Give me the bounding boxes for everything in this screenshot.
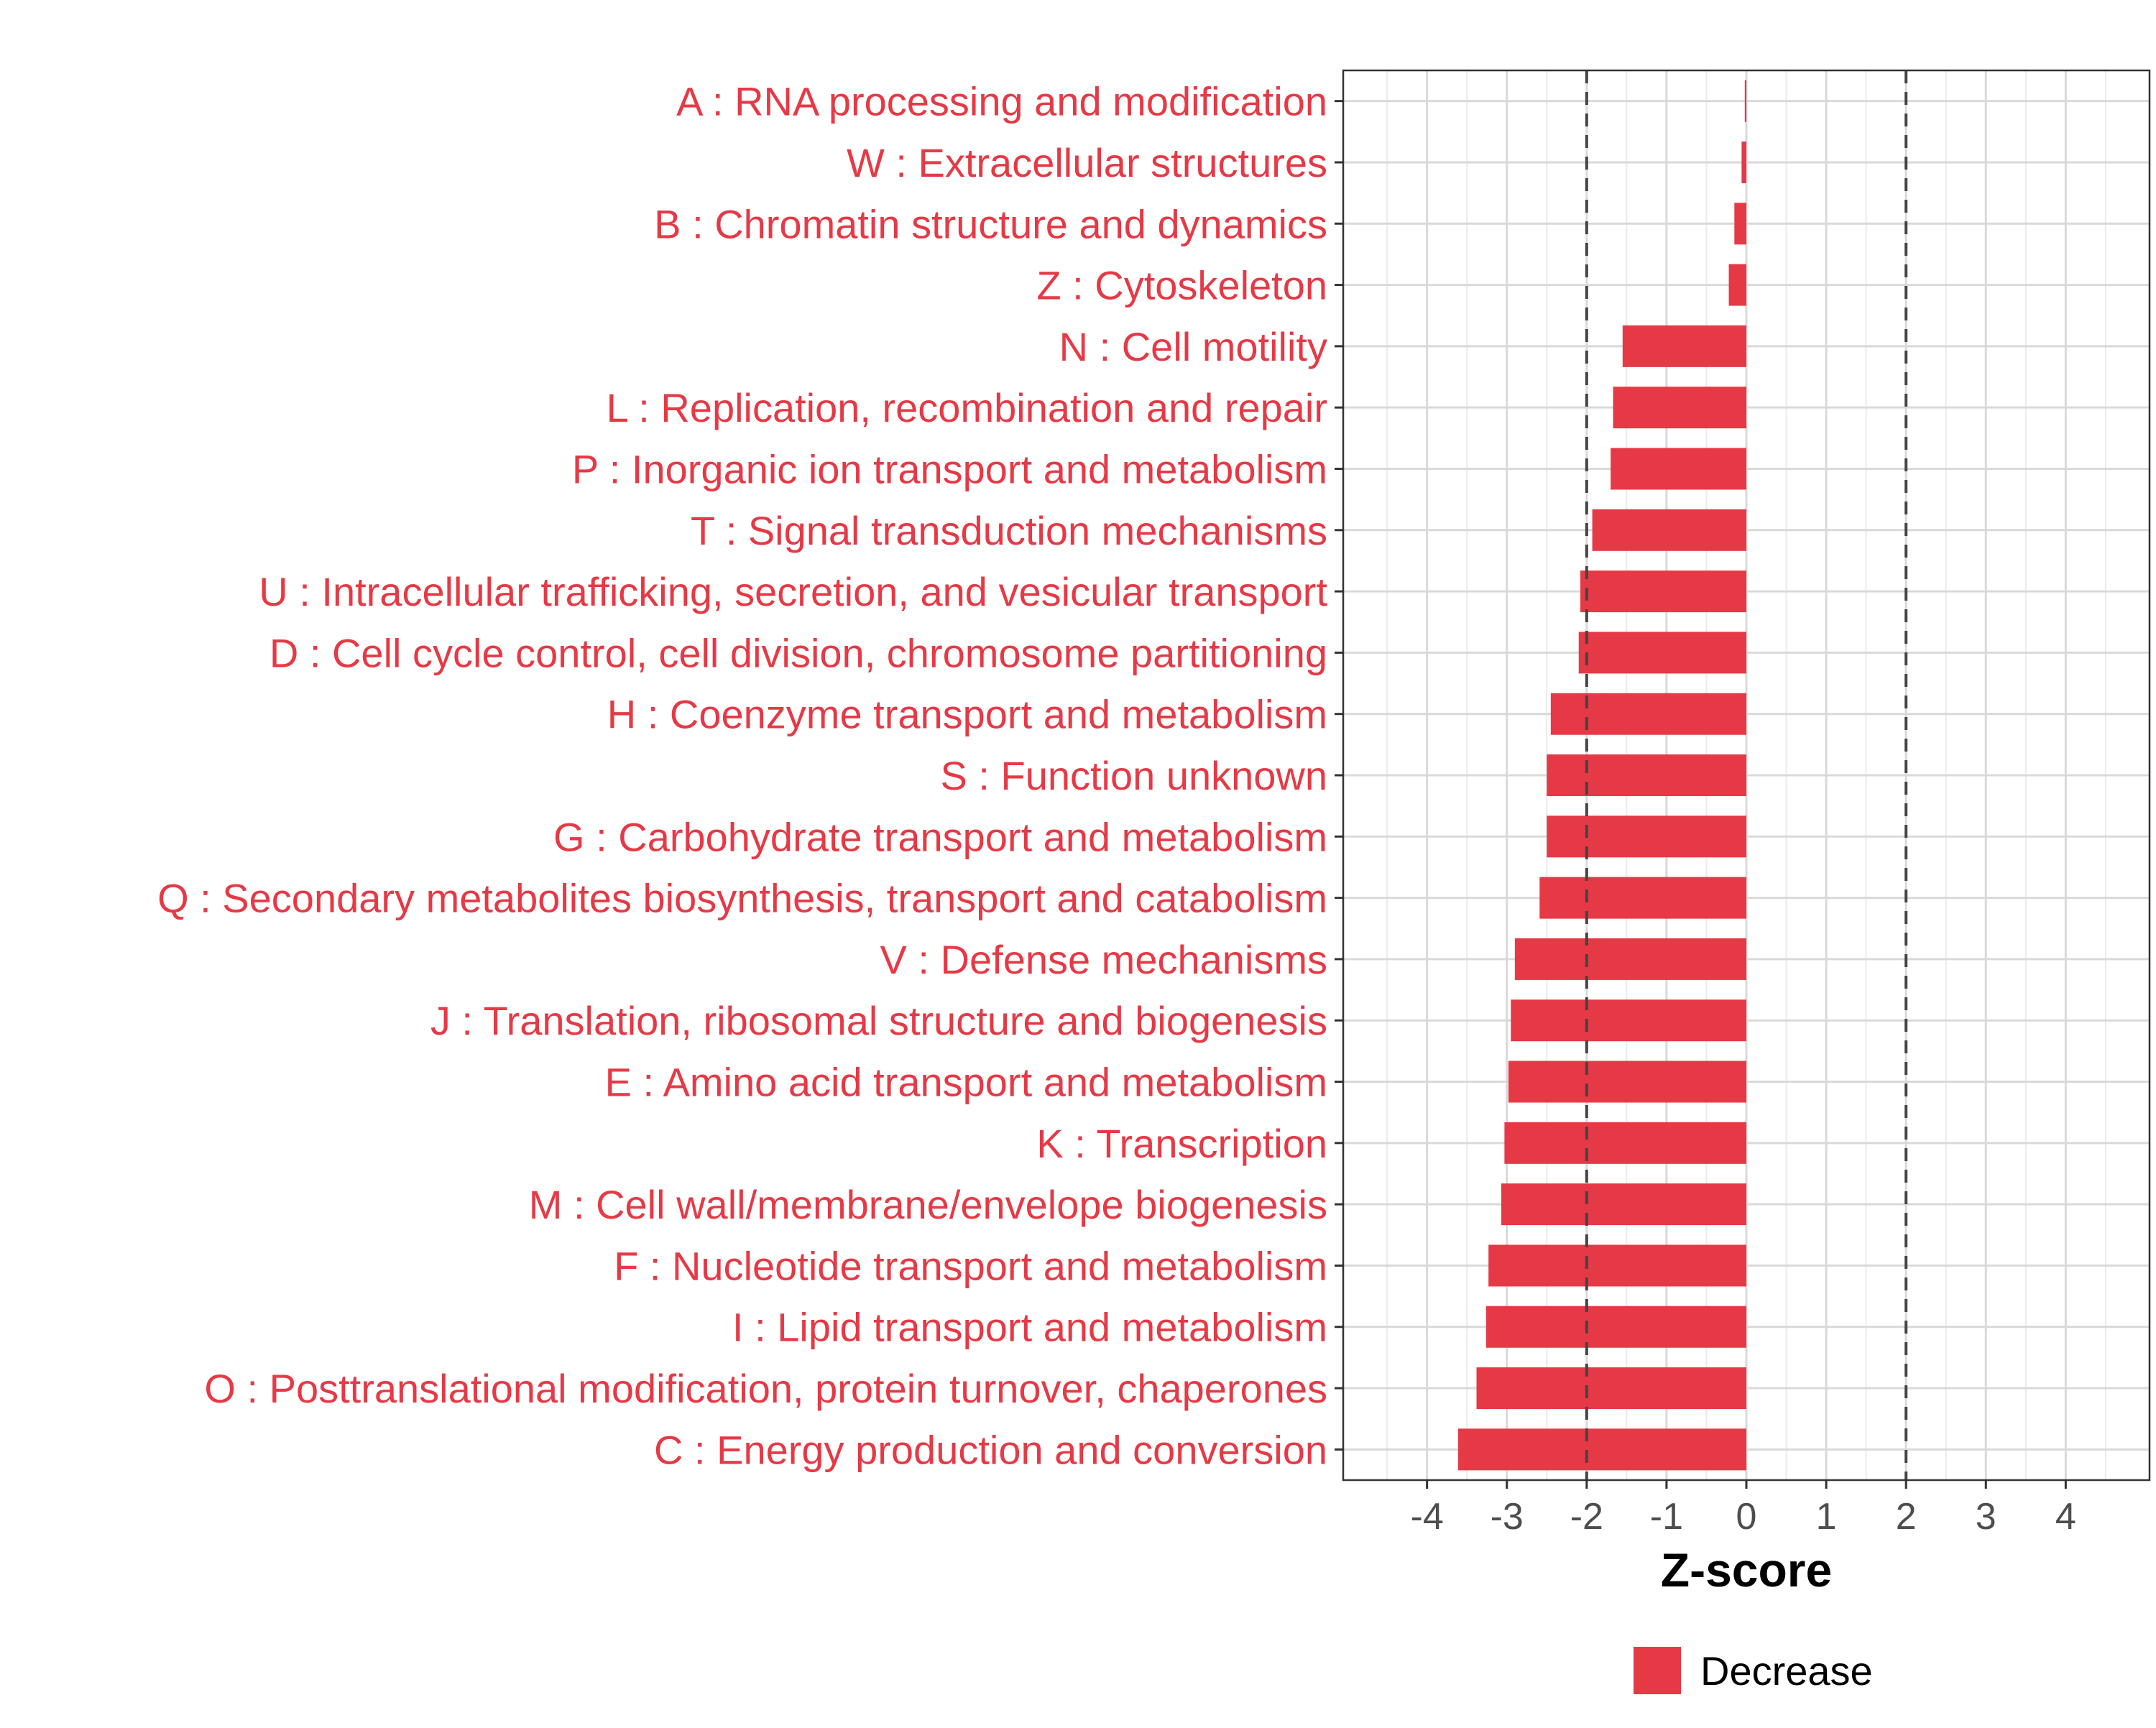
bar (1539, 877, 1746, 919)
category-label: I : Lipid transport and metabolism (732, 1305, 1327, 1350)
category-label: W : Extracellular structures (847, 140, 1327, 185)
bar (1504, 1122, 1746, 1164)
bar (1744, 80, 1746, 122)
bar (1622, 325, 1746, 367)
x-tick-label: -4 (1411, 1496, 1444, 1538)
x-axis-title: Z-score (1661, 1543, 1832, 1597)
bar (1613, 387, 1746, 429)
category-label: M : Cell wall/membrane/envelope biogenes… (529, 1182, 1327, 1227)
category-label: C : Energy production and conversion (654, 1427, 1327, 1472)
category-label: K : Transcription (1036, 1121, 1327, 1166)
category-label: L : Replication, recombination and repai… (607, 385, 1327, 430)
x-tick-label: 3 (1976, 1496, 1996, 1538)
category-label: J : Translation, ribosomal structure and… (430, 998, 1327, 1043)
bar (1501, 1183, 1746, 1226)
bar (1485, 1306, 1746, 1348)
category-label: O : Posttranslational modification, prot… (204, 1366, 1327, 1411)
bar (1476, 1367, 1746, 1410)
x-tick-label: 0 (1736, 1496, 1757, 1538)
category-label: H : Coenzyme transport and metabolism (607, 692, 1327, 737)
bar (1578, 632, 1746, 674)
category-label: Q : Secondary metabolites biosynthesis, … (157, 876, 1327, 921)
category-label: V : Defense mechanisms (880, 937, 1327, 982)
bar (1580, 570, 1746, 613)
bar (1734, 203, 1746, 245)
x-tick-label: 1 (1816, 1496, 1837, 1538)
bar (1741, 141, 1746, 183)
category-label: T : Signal transduction mechanisms (691, 508, 1327, 553)
bar (1547, 754, 1746, 797)
x-axis: -4 -3 -2 -1 0 1 2 3 4 (1411, 1480, 2076, 1538)
bar (1457, 1428, 1746, 1471)
category-label: U : Intracellular trafficking, secretion… (259, 569, 1327, 614)
category-label: Z : Cytoskeleton (1036, 263, 1327, 308)
x-tick-label: -2 (1570, 1496, 1603, 1538)
bar (1511, 999, 1746, 1042)
category-label: B : Chromatin structure and dynamics (654, 201, 1327, 246)
category-label: P : Inorganic ion transport and metaboli… (572, 446, 1327, 491)
bar (1728, 264, 1746, 306)
bar (1592, 509, 1746, 551)
bar (1611, 448, 1746, 490)
x-tick-label: -3 (1491, 1496, 1524, 1538)
bar (1508, 1061, 1746, 1103)
legend-label-decrease: Decrease (1700, 1648, 1873, 1694)
category-label: A : RNA processing and modification (676, 79, 1327, 124)
x-tick-label: 2 (1896, 1496, 1917, 1538)
category-label: G : Carbohydrate transport and metabolis… (553, 814, 1327, 859)
bar (1547, 816, 1746, 858)
category-label: D : Cell cycle control, cell division, c… (270, 630, 1327, 675)
bar (1550, 693, 1746, 735)
category-label: S : Function unknown (940, 753, 1327, 798)
legend-swatch-decrease (1634, 1647, 1681, 1694)
x-tick-label: -1 (1650, 1496, 1683, 1538)
y-axis: A : RNA processing and modification W : E… (157, 79, 1343, 1472)
reference-line-layer (1585, 70, 1908, 1480)
bar (1514, 938, 1746, 980)
category-label: N : Cell motility (1059, 324, 1327, 369)
category-label: E : Amino acid transport and metabolism (605, 1060, 1327, 1105)
legend: Decrease (1634, 1647, 1873, 1694)
x-tick-label: 4 (2055, 1496, 2076, 1538)
category-label: F : Nucleotide transport and metabolism (614, 1243, 1327, 1288)
bar (1488, 1244, 1746, 1287)
bar-layer (1457, 80, 1746, 1471)
